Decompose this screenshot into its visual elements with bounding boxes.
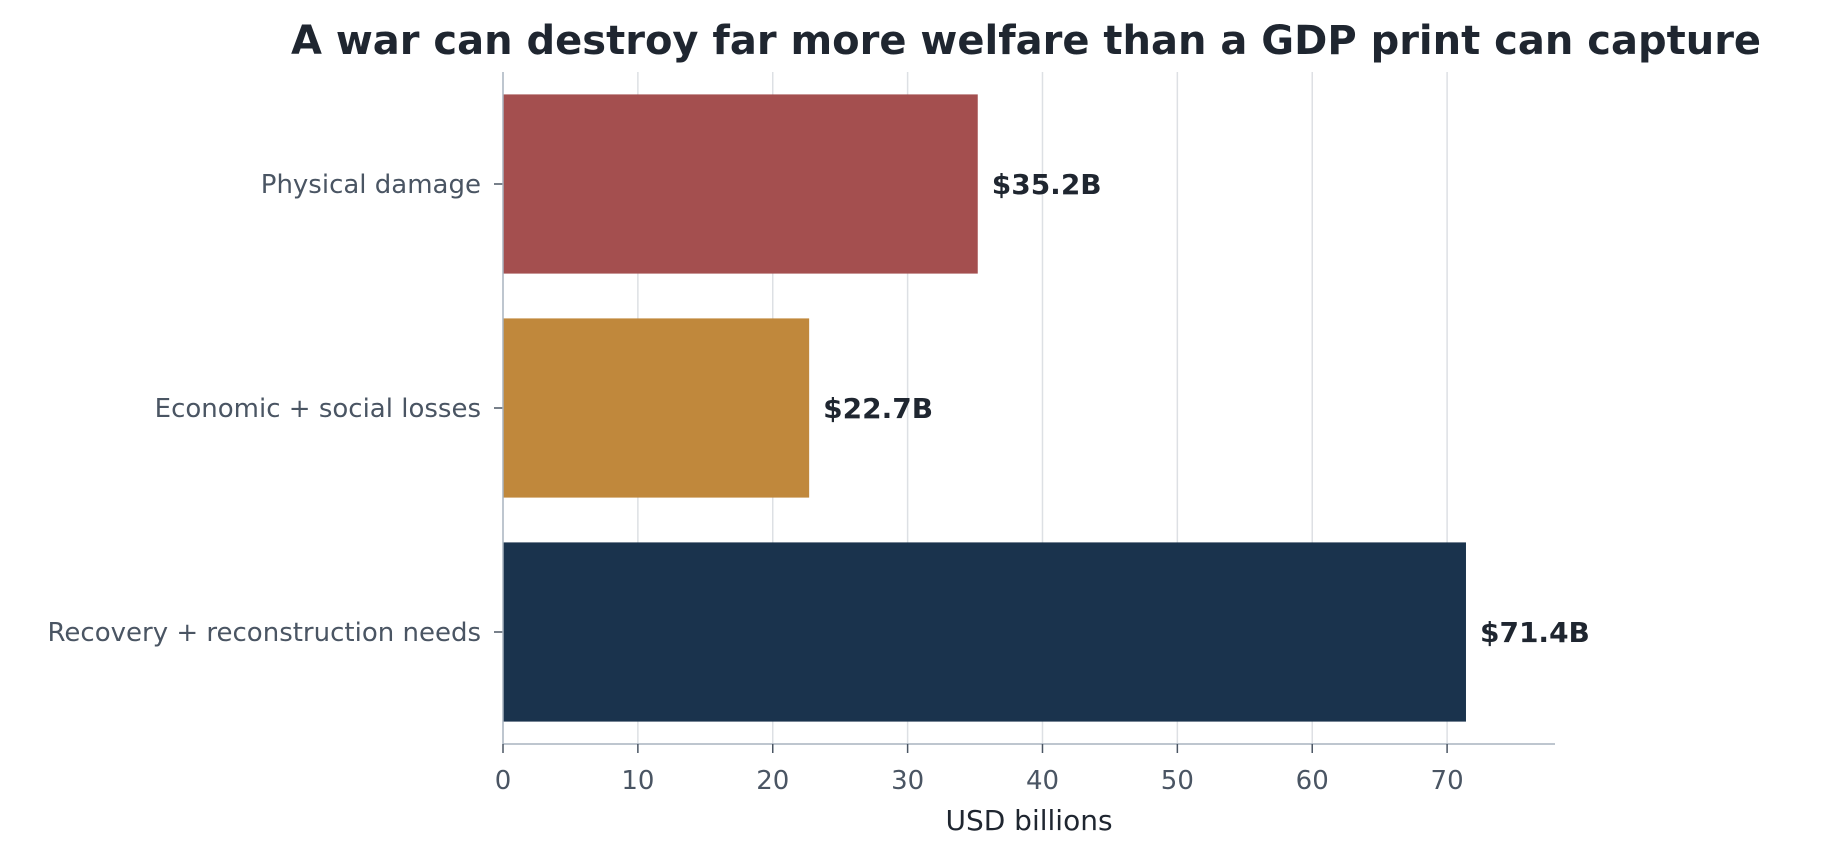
- x-tick-label-40: 40: [1026, 766, 1059, 796]
- labels: $35.2B Physical damage $22.7B Economic + so…: [48, 168, 1590, 796]
- category-label-0: Physical damage: [261, 170, 481, 200]
- x-tick-label-30: 30: [891, 766, 924, 796]
- value-label-1: $22.7B: [823, 392, 933, 425]
- x-tick-label-70: 70: [1431, 766, 1464, 796]
- x-tick-label-60: 60: [1296, 766, 1329, 796]
- category-label-1: Economic + social losses: [155, 394, 481, 424]
- x-tick-label-10: 10: [621, 766, 654, 796]
- x-axis-label: USD billions: [945, 804, 1112, 837]
- bar-2: [503, 542, 1466, 722]
- category-label-2: Recovery + reconstruction needs: [48, 618, 481, 648]
- x-tick-label-20: 20: [756, 766, 789, 796]
- x-tick-label-50: 50: [1161, 766, 1194, 796]
- bar-1: [503, 318, 810, 498]
- bar-0: [503, 94, 978, 274]
- chart-title: A war can destroy far more welfare than …: [291, 18, 1761, 64]
- bars: [503, 94, 1466, 722]
- value-label-2: $71.4B: [1480, 616, 1590, 649]
- value-label-0: $35.2B: [992, 168, 1102, 201]
- axes: [494, 72, 1555, 753]
- x-tick-label-0: 0: [495, 766, 512, 796]
